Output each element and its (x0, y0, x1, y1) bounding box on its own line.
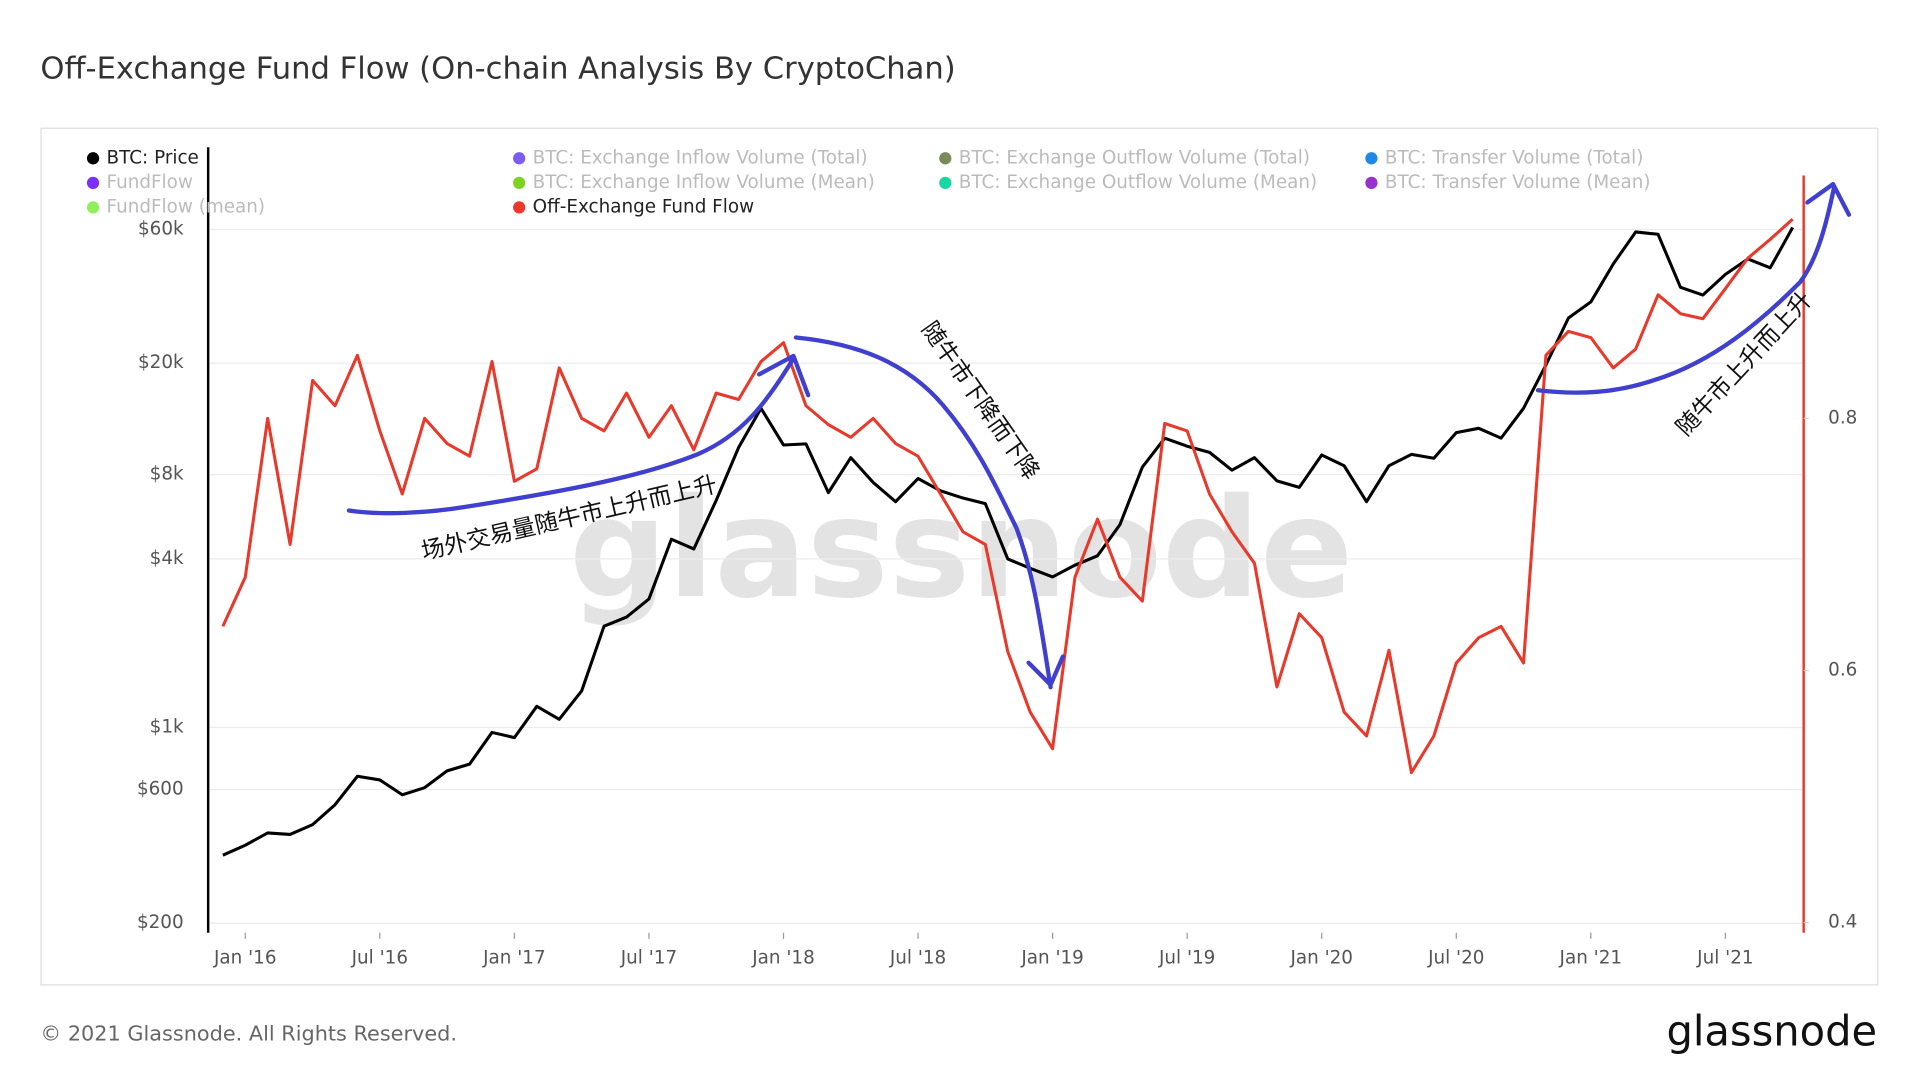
y-tick-label: $20k (138, 352, 184, 373)
x-tick-label: Jul '21 (1696, 947, 1753, 968)
x-tick-label: Jan '18 (751, 947, 815, 968)
arrow (793, 335, 1065, 690)
legend-marker (1365, 152, 1378, 165)
legend-marker (513, 176, 526, 189)
y-tick-label: $1k (150, 716, 184, 737)
arrow (346, 353, 811, 516)
legend-marker (513, 152, 526, 165)
footer: © 2021 Glassnode. All Rights Reserved. (40, 1022, 457, 1046)
series-line (222, 226, 1794, 857)
y2-tick-label: 0.6 (1828, 659, 1857, 680)
arrow (1535, 181, 1852, 395)
x-tick-label: Jan '19 (1020, 947, 1084, 968)
x-tick-label: Jul '16 (351, 947, 408, 968)
legend-label: BTC: Exchange Outflow Volume (Total) (959, 147, 1310, 168)
legend-label: Off-Exchange Fund Flow (533, 196, 754, 217)
y2-tick-label: 0.4 (1828, 912, 1857, 933)
y2-tick-label: 0.8 (1828, 407, 1857, 428)
legend-label: BTC: Transfer Volume (Total) (1385, 147, 1643, 168)
x-tick-label: Jul '19 (1158, 947, 1215, 968)
y-tick-label: $8k (150, 464, 184, 485)
legend-label: FundFlow (107, 172, 193, 193)
chart-frame (40, 127, 1879, 986)
chart-title: Off-Exchange Fund Flow (On-chain Analysi… (40, 51, 955, 86)
legend-label: BTC: Exchange Inflow Volume (Mean) (533, 172, 875, 193)
y-tick-label: $60k (138, 219, 184, 240)
legend-marker (86, 152, 100, 165)
legend-marker (939, 176, 952, 189)
x-tick-label: Jul '18 (889, 947, 946, 968)
x-tick-label: Jan '21 (1559, 947, 1623, 968)
y-tick-label: $4k (150, 548, 184, 569)
legend-marker (939, 152, 952, 165)
x-tick-label: Jan '17 (482, 947, 546, 968)
x-tick-label: Jan '20 (1289, 947, 1353, 968)
legend-marker (513, 201, 526, 214)
legend-label: BTC: Price (107, 147, 199, 168)
legend-label: FundFlow (mean) (107, 196, 266, 217)
y-tick-label: $600 (137, 779, 184, 800)
hand-arrows (346, 181, 1852, 690)
x-tick-label: Jul '17 (620, 947, 677, 968)
x-tick-label: Jul '20 (1427, 947, 1484, 968)
legend-label: BTC: Transfer Volume (Mean) (1385, 172, 1651, 193)
legend-marker (86, 201, 100, 214)
y-tick-label: $200 (137, 912, 184, 933)
legend-label: BTC: Exchange Inflow Volume (Total) (533, 147, 868, 168)
series-line (221, 218, 1794, 775)
legend-marker (86, 176, 100, 189)
legend-label: BTC: Exchange Outflow Volume (Mean) (959, 172, 1317, 193)
brand-logo: glassnode (1666, 1007, 1877, 1056)
legend-marker (1365, 176, 1378, 189)
x-tick-label: Jan '16 (213, 947, 277, 968)
